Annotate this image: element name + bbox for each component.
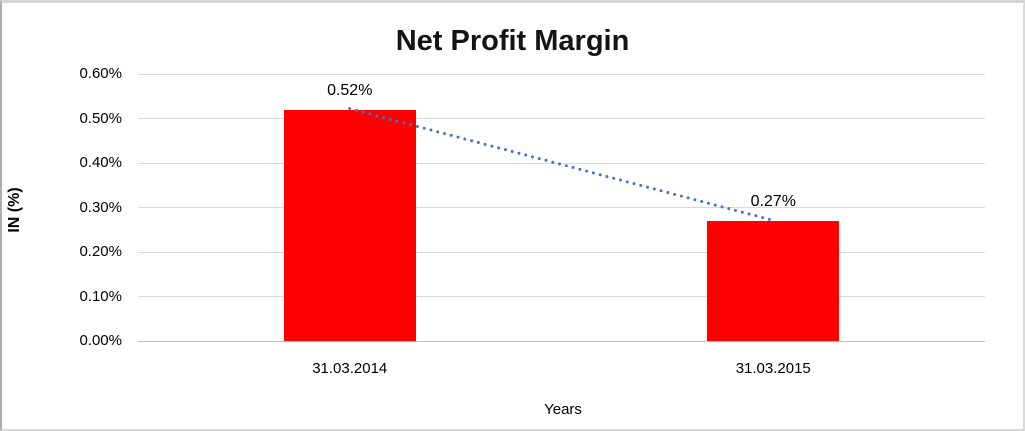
- y-tick-label: 0.10%: [79, 287, 122, 305]
- y-tick-label: 0.50%: [79, 109, 122, 127]
- y-tick-label: 0.30%: [79, 198, 122, 216]
- data-label: 0.27%: [750, 192, 796, 210]
- bar-31.03.2015[interactable]: [707, 220, 840, 341]
- bar-31.03.2014[interactable]: [283, 109, 416, 341]
- y-tick-label: 0.00%: [79, 332, 122, 349]
- y-tick-label: 0.20%: [79, 243, 122, 260]
- x-tick-label: 31.03.2015: [735, 360, 811, 377]
- gridline: [138, 73, 985, 75]
- x-axis-title: Years: [544, 401, 582, 418]
- data-label: 0.52%: [327, 81, 373, 99]
- x-axis-line: [138, 340, 985, 342]
- gridline: [138, 251, 985, 253]
- y-tick-label: 0.40%: [79, 154, 122, 171]
- chart-title: Net Profit Margin: [395, 25, 630, 57]
- y-tick-label: 0.60%: [79, 65, 122, 82]
- x-tick-label: 31.03.2014: [312, 360, 388, 377]
- y-axis-title: IN (%): [6, 187, 23, 233]
- gridline: [138, 118, 985, 119]
- gridline: [138, 207, 985, 208]
- gridline: [138, 296, 985, 297]
- plot-area: [138, 73, 985, 342]
- gridline: [138, 162, 985, 164]
